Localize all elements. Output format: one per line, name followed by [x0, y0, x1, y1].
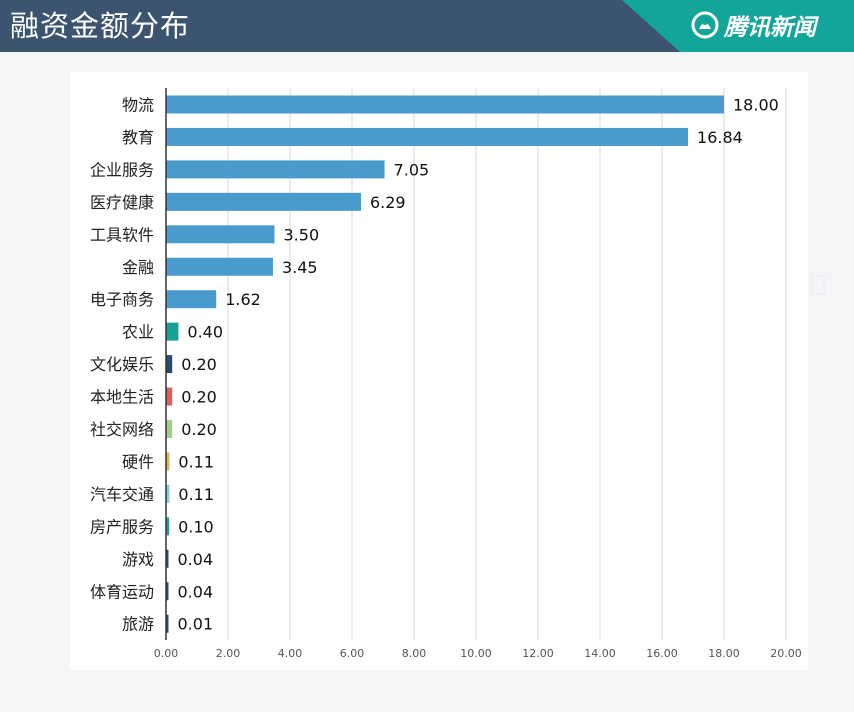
value-label: 0.20 [181, 420, 217, 439]
category-label: 教育 [122, 128, 154, 147]
category-label: 硬件 [122, 452, 154, 471]
x-tick-label: 18.00 [708, 647, 740, 660]
value-label: 7.05 [394, 160, 430, 179]
category-label: 旅游 [122, 615, 154, 634]
bar [166, 452, 170, 471]
x-tick-label: 12.00 [522, 647, 554, 660]
category-label: 物流 [122, 96, 154, 115]
category-label: 房产服务 [90, 517, 154, 536]
bar [166, 95, 724, 114]
brand: 腾讯新闻 [690, 8, 816, 42]
bar [166, 192, 361, 211]
value-label: 0.04 [178, 550, 214, 569]
value-label: 16.84 [697, 128, 743, 147]
value-label: 0.20 [181, 355, 217, 374]
x-tick-label: 8.00 [402, 647, 427, 660]
bar [166, 484, 170, 503]
value-label: 0.20 [181, 388, 217, 407]
category-label: 企业服务 [90, 160, 154, 179]
bar-chart: 0.00 2.00 4.00 6.00 8.00 10.00 12.00 14.00 16.00… [90, 88, 802, 660]
category-label: 农业 [122, 323, 154, 342]
bar [166, 420, 173, 438]
value-label: 3.45 [282, 258, 318, 277]
category-label: 游戏 [122, 550, 154, 569]
x-tick-label: 6.00 [340, 647, 365, 660]
category-label: 社交网络 [90, 420, 154, 439]
page-title: 融资金额分布 [10, 9, 191, 43]
category-label: 本地生活 [90, 388, 154, 407]
watermark-icon [811, 275, 825, 295]
x-tick-label: 2.00 [216, 647, 241, 660]
value-label: 0.10 [178, 517, 214, 536]
bar [166, 517, 170, 536]
value-label: 6.29 [370, 193, 406, 212]
category-label: 金融 [122, 258, 154, 277]
category-label: 体育运动 [90, 582, 154, 601]
bar [166, 257, 273, 276]
x-tick-label: 10.00 [460, 647, 492, 660]
bar [166, 387, 173, 406]
value-label: 0.11 [178, 452, 214, 471]
bar [166, 549, 169, 568]
x-tick-label: 0.00 [154, 647, 179, 660]
bar [166, 582, 169, 601]
value-label: 0.11 [178, 485, 214, 504]
category-label: 文化娱乐 [90, 355, 154, 374]
x-tick-label: 14.00 [584, 647, 616, 660]
bar [166, 322, 179, 341]
value-label: 18.00 [733, 96, 779, 115]
value-label: 0.04 [178, 582, 214, 601]
bar [166, 160, 385, 179]
brand-name: 腾讯新闻 [724, 15, 816, 41]
bar [166, 127, 689, 146]
chart-panel: 0.00 2.00 4.00 6.00 8.00 10.00 12.00 14.00 16.00… [70, 72, 808, 670]
category-label: 工具软件 [90, 225, 154, 244]
bar [166, 614, 169, 633]
bar [166, 225, 275, 244]
bar [166, 290, 217, 309]
category-label: 电子商务 [90, 290, 154, 309]
category-label: 医疗健康 [90, 193, 154, 212]
value-label: 0.40 [187, 323, 223, 342]
bar [166, 355, 173, 374]
value-label: 3.50 [284, 225, 320, 244]
category-label: 汽车交通 [90, 485, 154, 504]
tencent-news-logo-icon [691, 11, 719, 39]
x-tick-label: 20.00 [770, 647, 802, 660]
value-label: 0.01 [178, 615, 214, 634]
x-tick-label: 16.00 [646, 647, 678, 660]
value-label: 1.62 [225, 290, 261, 309]
x-tick-label: 4.00 [278, 647, 303, 660]
